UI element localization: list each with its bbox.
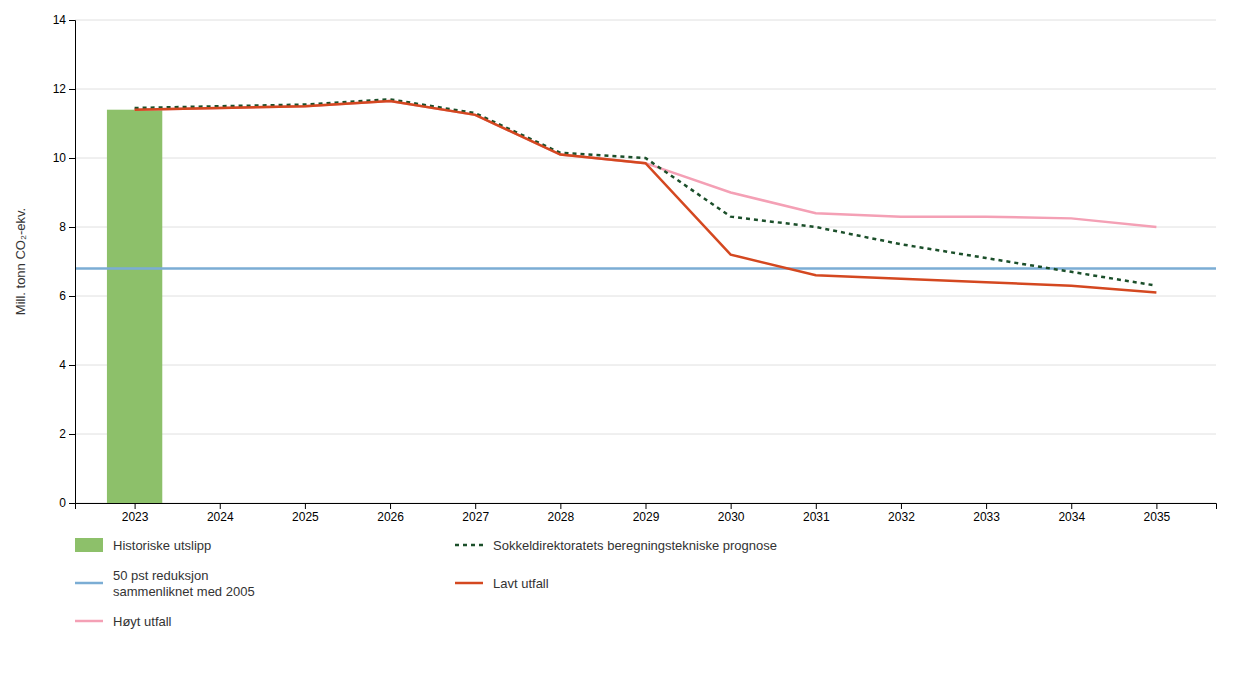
y-tick: 2 xyxy=(59,427,75,441)
x-tick-label: 2027 xyxy=(462,510,489,524)
y-tick: 8 xyxy=(59,220,75,234)
legend-swatch xyxy=(455,582,483,585)
grid-line xyxy=(75,296,1216,297)
x-tick: 2025 xyxy=(292,503,319,524)
legend-item: Historiske utslipp xyxy=(75,538,211,553)
x-tick-label: 2031 xyxy=(803,510,830,524)
legend-label: 50 pst reduksjonsammenliknet med 2005 xyxy=(113,568,255,599)
x-tick: 2035 xyxy=(1144,503,1171,524)
y-tick-label: 12 xyxy=(53,82,67,96)
x-tick: 2034 xyxy=(1058,503,1085,524)
legend-swatch xyxy=(75,582,103,585)
bar xyxy=(107,110,162,503)
x-tick-label: 2032 xyxy=(888,510,915,524)
y-tick-mark xyxy=(69,503,75,504)
y-tick-mark xyxy=(69,227,75,228)
y-tick-mark xyxy=(69,20,75,21)
legend-item: Høyt utfall xyxy=(75,614,172,629)
x-tick: 2026 xyxy=(377,503,404,524)
y-tick-label: 0 xyxy=(59,496,66,510)
y-tick-mark xyxy=(69,365,75,366)
legend-swatch xyxy=(75,538,103,552)
x-tick-label: 2035 xyxy=(1144,510,1171,524)
legend-label: Sokkeldirektoratets beregningstekniske p… xyxy=(493,538,777,553)
x-tick-label: 2030 xyxy=(718,510,745,524)
x-tick-mark xyxy=(560,503,561,509)
x-tick-label: 2025 xyxy=(292,510,319,524)
x-tick: 2033 xyxy=(973,503,1000,524)
plot: 2023 2024 2025 2026 2027 2028 2029 2030 2031 2032… xyxy=(53,13,1217,523)
x-tick-mark xyxy=(986,503,987,509)
y-tick: 4 xyxy=(59,358,75,372)
y-axis-title: Mill. tonn CO₂-ekv. xyxy=(13,208,28,315)
x-tick-mark xyxy=(646,503,647,509)
x-tick-mark xyxy=(390,503,391,509)
y-tick: 12 xyxy=(53,82,75,96)
y-tick-label: 2 xyxy=(59,427,66,441)
x-tick-mark xyxy=(1156,503,1157,509)
x-tick: 2031 xyxy=(803,503,830,524)
legend-label: Historiske utslipp xyxy=(113,538,211,553)
x-tick-mark xyxy=(220,503,221,509)
y-tick: 14 xyxy=(53,13,75,27)
x-tick-mark xyxy=(1071,503,1072,509)
grid-line xyxy=(75,227,1216,228)
x-tick-label: 2026 xyxy=(377,510,404,524)
y-tick-mark xyxy=(69,89,75,90)
y-axis-line xyxy=(69,21,76,504)
y-tick-mark xyxy=(69,434,75,435)
chart: 2023 2024 2025 2026 2027 2028 2029 2030 2031 2032… xyxy=(0,0,1241,673)
grid xyxy=(75,20,1216,503)
x-tick-mark xyxy=(816,503,817,509)
x-tick-mark xyxy=(731,503,732,509)
grid-line xyxy=(75,89,1216,90)
grid-line xyxy=(75,365,1216,366)
legend-label: Høyt utfall xyxy=(113,614,172,629)
x-tick-label: 2028 xyxy=(547,510,574,524)
legend-item: 50 pst reduksjonsammenliknet med 2005 xyxy=(75,568,255,599)
x-tick-mark xyxy=(901,503,902,509)
line xyxy=(135,101,1157,292)
line xyxy=(135,99,1157,285)
x-axis-line xyxy=(76,504,1217,510)
marks xyxy=(75,99,1216,503)
x-tick: 2032 xyxy=(888,503,915,524)
legend-item: Sokkeldirektoratets beregningstekniske p… xyxy=(455,538,777,553)
y-tick: 6 xyxy=(59,289,75,303)
grid-line xyxy=(75,20,1216,21)
line xyxy=(75,267,1216,270)
legend-swatch xyxy=(75,620,103,623)
y-axis: 0 2 4 6 8 10 12 14 xyxy=(53,13,76,510)
legend-label: Lavt utfall xyxy=(493,576,549,591)
x-tick-label: 2023 xyxy=(122,510,149,524)
y-tick-mark xyxy=(69,296,75,297)
x-tick: 2029 xyxy=(633,503,660,524)
x-tick-label: 2034 xyxy=(1058,510,1085,524)
x-tick-label: 2029 xyxy=(633,510,660,524)
grid-line xyxy=(75,434,1216,435)
x-tick-label: 2024 xyxy=(207,510,234,524)
y-tick-label: 4 xyxy=(59,358,66,372)
x-tick-mark xyxy=(305,503,306,509)
x-tick-label: 2033 xyxy=(973,510,1000,524)
x-tick: 2024 xyxy=(207,503,234,524)
x-tick: 2027 xyxy=(462,503,489,524)
legend-swatch xyxy=(455,544,483,547)
y-tick: 0 xyxy=(59,496,75,510)
x-tick: 2023 xyxy=(122,503,149,524)
y-tick-label: 8 xyxy=(59,220,66,234)
legend-item: Lavt utfall xyxy=(455,576,549,591)
x-tick: 2028 xyxy=(547,503,574,524)
y-tick-label: 6 xyxy=(59,289,66,303)
y-tick-label: 10 xyxy=(53,151,67,165)
x-axis: 2023 2024 2025 2026 2027 2028 2029 2030 2031 2032… xyxy=(76,503,1217,524)
y-tick-label: 14 xyxy=(53,13,67,27)
x-tick: 2030 xyxy=(718,503,745,524)
x-tick-mark xyxy=(475,503,476,509)
y-tick-mark xyxy=(69,158,75,159)
y-tick: 10 xyxy=(53,151,75,165)
legend: Historiske utslipp 50 pst reduksjonsammen… xyxy=(75,538,777,629)
x-tick-mark xyxy=(135,503,136,509)
